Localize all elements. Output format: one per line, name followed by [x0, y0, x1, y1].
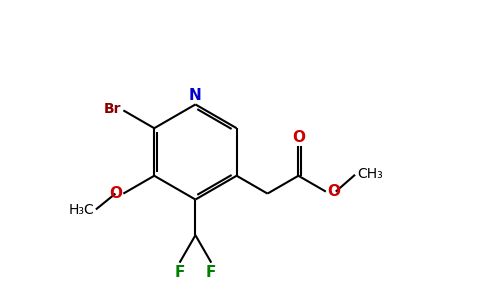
- Text: O: O: [292, 130, 305, 145]
- Text: N: N: [189, 88, 202, 104]
- Text: F: F: [174, 265, 185, 280]
- Text: Br: Br: [104, 102, 121, 116]
- Text: CH₃: CH₃: [357, 167, 383, 181]
- Text: O: O: [327, 184, 340, 199]
- Text: H₃C: H₃C: [68, 203, 94, 218]
- Text: F: F: [206, 265, 216, 280]
- Text: O: O: [109, 186, 122, 201]
